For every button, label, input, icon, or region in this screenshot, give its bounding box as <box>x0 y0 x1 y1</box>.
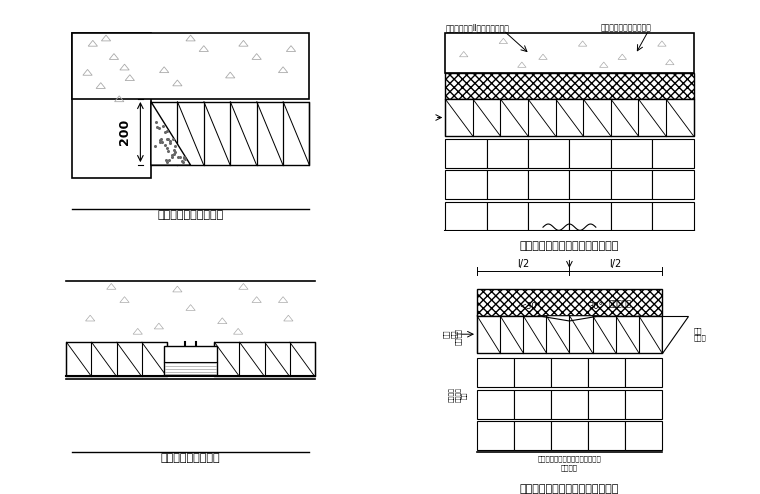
Text: 底层结构
墙砖层底
面处: 底层结构 墙砖层底 面处 <box>449 387 467 403</box>
Bar <box>151 102 309 165</box>
Bar <box>611 170 652 200</box>
Bar <box>514 421 551 451</box>
Bar <box>569 139 611 168</box>
Bar <box>66 282 315 342</box>
Text: 节点大样: 节点大样 <box>561 464 578 471</box>
Bar <box>514 390 551 419</box>
Bar <box>477 421 514 451</box>
Polygon shape <box>151 102 191 165</box>
Text: 灰缝
接缝: 灰缝 接缝 <box>443 330 458 338</box>
Bar <box>164 346 217 375</box>
Bar <box>66 342 166 376</box>
Bar <box>445 33 694 73</box>
Text: 砖层顶面上下塡干和墙底: 砖层顶面上下塡干和墙底 <box>601 23 652 32</box>
Bar <box>71 33 309 99</box>
Bar <box>445 170 486 200</box>
Text: 灰缝接缝: 灰缝接缝 <box>455 329 462 345</box>
Polygon shape <box>662 316 689 353</box>
Bar <box>528 202 569 231</box>
Text: 底层砖结构墙砖砖墙壁玉壁底面处: 底层砖结构墙砖砖墙壁玉壁底面处 <box>537 455 601 462</box>
Bar <box>569 170 611 200</box>
Text: <30°: <30° <box>519 302 540 311</box>
Bar <box>514 358 551 387</box>
Bar <box>71 33 151 178</box>
Bar <box>445 99 694 136</box>
Bar <box>477 289 662 316</box>
Bar <box>445 73 694 99</box>
Text: 斐砖管线部位的节点: 斐砖管线部位的节点 <box>161 453 220 463</box>
Bar <box>551 421 588 451</box>
Text: 斐砖端部预制三角砖块: 斐砖端部预制三角砖块 <box>157 210 223 220</box>
Bar <box>569 202 611 231</box>
Bar <box>528 170 569 200</box>
Bar <box>445 139 486 168</box>
Bar <box>551 390 588 419</box>
Bar <box>445 202 486 231</box>
Bar <box>588 390 625 419</box>
Text: 30°: 30° <box>588 302 603 311</box>
Bar <box>625 358 662 387</box>
Bar <box>652 139 694 168</box>
Bar <box>486 202 528 231</box>
Polygon shape <box>538 316 601 321</box>
Bar <box>611 139 652 168</box>
Bar <box>588 358 625 387</box>
Text: 200: 200 <box>118 119 131 145</box>
Text: l/2: l/2 <box>610 259 622 269</box>
Bar <box>477 390 514 419</box>
Bar <box>625 421 662 451</box>
Bar <box>477 358 514 387</box>
Text: 斐砖中部预制三角砖块（方法二）: 斐砖中部预制三角砖块（方法二） <box>520 484 619 494</box>
Bar <box>588 421 625 451</box>
Bar <box>551 358 588 387</box>
Bar <box>528 139 569 168</box>
Text: l/2: l/2 <box>517 259 529 269</box>
Bar <box>652 170 694 200</box>
Text: 预制三角砖: 预制三角砖 <box>609 299 632 308</box>
Text: 预制
三角砖: 预制 三角砖 <box>694 327 706 341</box>
Bar <box>625 390 662 419</box>
Bar <box>477 316 662 353</box>
Bar <box>214 342 315 376</box>
Text: 斐砖中部预制三角砖块（方法一）: 斐砖中部预制三角砖块（方法一） <box>520 241 619 250</box>
Bar <box>486 170 528 200</box>
Bar <box>611 202 652 231</box>
Bar <box>486 139 528 168</box>
Text: 中间采用采用Ⅱ块成品三角斜砖: 中间采用采用Ⅱ块成品三角斜砖 <box>445 23 509 32</box>
Bar <box>652 202 694 231</box>
